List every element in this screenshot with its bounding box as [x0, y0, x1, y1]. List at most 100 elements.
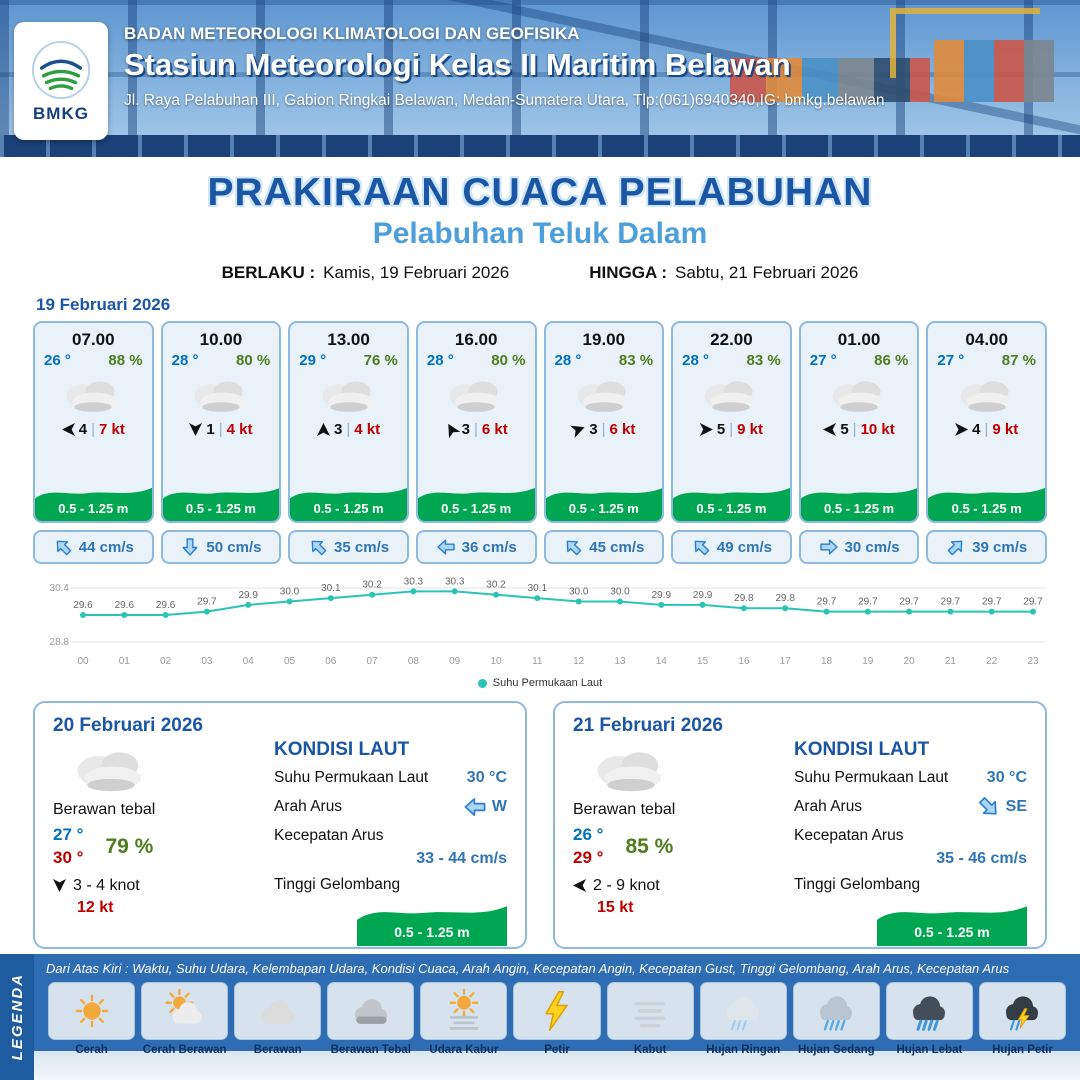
svg-text:30.4: 30.4 — [50, 583, 70, 594]
container-stack — [934, 40, 1054, 102]
sst-label: Suhu Permukaan Laut — [794, 769, 949, 786]
wave-height-badge: 0.5 - 1.25 m — [877, 896, 1027, 946]
svg-text:30.0: 30.0 — [610, 587, 630, 598]
current-speed-badge: 50 cm/s — [160, 530, 282, 564]
current-speed-value: 33 - 44 cm/s — [416, 850, 507, 867]
weather-icon — [314, 371, 384, 419]
sea-conditions-heading: KONDISI LAUT — [274, 739, 410, 760]
svg-text:29.9: 29.9 — [693, 590, 713, 601]
current-direction-icon — [56, 540, 72, 556]
svg-text:30.0: 30.0 — [280, 587, 300, 598]
hour-label: 10.00 — [199, 330, 243, 349]
hourly-card: 19.00 28 ° 83 % 3 | 6 kt 0.5 - 1.25 m — [543, 321, 665, 523]
legend-item: Udara Kabur — [420, 982, 508, 1056]
sst-row: Suhu Permukaan Laut 30 °C — [794, 769, 1027, 787]
fog-icon — [634, 1001, 666, 1028]
wind-gust: 12 kt — [77, 898, 114, 916]
rain-light-icon — [727, 996, 760, 1031]
temp-min: 26 ° — [573, 825, 604, 844]
legend-tile — [48, 982, 136, 1040]
legend-title-text: LEGENDA — [8, 973, 26, 1061]
sst-value: 30 °C — [466, 769, 507, 786]
current-speed: 35 cm/s — [334, 538, 390, 556]
legend-main: Dari Atas Kiri : Waktu, Suhu Udara, Kele… — [34, 954, 1080, 1056]
humidity: 86 % — [874, 352, 909, 369]
wave-icon — [800, 487, 918, 521]
separator: | — [346, 421, 351, 438]
humidity: 87 % — [1001, 352, 1036, 369]
wave-height: 0.5 - 1.25 m — [394, 924, 470, 940]
hour-label: 07.00 — [72, 330, 115, 349]
wave-label: Tinggi Gelombang — [274, 876, 401, 893]
wind-speed: 1 — [206, 421, 215, 438]
hourly-forecast: 01.00 27 ° 86 % 5 | 10 kt 0.5 - 1.25 m 3… — [798, 321, 920, 564]
hourly-forecast: 07.00 26 ° 88 % 4 | 7 kt 0.5 - 1.25 m 44… — [33, 321, 154, 564]
temp-humidity-row: 27 ° 87 % — [928, 350, 1045, 369]
legend-label: Udara Kabur — [429, 1044, 499, 1056]
hour-label: 22.00 — [710, 330, 753, 349]
weather-icon — [569, 371, 639, 419]
wave-height: 0.5 - 1.25 m — [568, 501, 639, 516]
sst-row: Suhu Permukaan Laut 30 °C — [274, 769, 507, 787]
humidity: 85 % — [625, 834, 674, 858]
sea-conditions: KONDISI LAUT Suhu Permukaan Laut 30 °C A… — [788, 739, 1027, 946]
temperature: 28 ° — [171, 352, 199, 369]
crane-silhouette — [890, 8, 1040, 78]
current-direction-icon — [436, 539, 455, 555]
wave-icon — [673, 487, 790, 521]
temperature: 29 ° — [299, 352, 327, 369]
day-card-body: Berawan tebal 27 ° 30 ° 79 % 3 - 4 knot … — [53, 739, 507, 946]
current-speed-badge: 36 cm/s — [415, 530, 537, 564]
temp-humidity-row: 28 ° 83 % — [546, 350, 663, 369]
current-speed-badge: 39 cm/s — [926, 530, 1047, 564]
wind-gust: 10 kt — [860, 421, 895, 438]
current-speed-value: 35 - 46 cm/s — [936, 850, 1027, 867]
cloud-icon — [832, 381, 883, 412]
svg-text:03: 03 — [201, 656, 213, 667]
legend-band: LEGENDA Dari Atas Kiri : Waktu, Suhu Uda… — [0, 954, 1080, 1080]
separator: | — [91, 421, 95, 438]
legend-title: LEGENDA — [0, 954, 34, 1080]
hour-label: 16.00 — [454, 330, 498, 349]
wind-row: 5 | 9 kt — [699, 421, 763, 438]
bmkg-logo-icon — [31, 40, 91, 99]
current-direction-icon — [566, 540, 582, 556]
svg-text:29.6: 29.6 — [156, 600, 176, 611]
wave-label: Tinggi Gelombang — [794, 876, 921, 893]
svg-text:30.1: 30.1 — [528, 583, 548, 594]
legend-items: Cerah Cerah Berawan Berawan Berawan Teba… — [46, 982, 1068, 1056]
forecast-date: 19 Februari 2026 — [36, 295, 171, 314]
legend-tile — [699, 982, 787, 1040]
cloud-icon — [705, 381, 756, 412]
weather-icon — [186, 371, 256, 419]
bmkg-logo-text: BMKG — [33, 103, 89, 123]
wind-row: 4 | 7 kt — [62, 421, 125, 438]
wave-height-badge: 0.5 - 1.25 m — [800, 479, 918, 521]
svg-text:29.7: 29.7 — [1023, 597, 1043, 608]
svg-text:29.6: 29.6 — [73, 600, 93, 611]
current-dir-row: Arah Arus W — [274, 795, 507, 819]
wind-direction-icon — [62, 423, 75, 436]
hourly-forecast: 13.00 29 ° 76 % 3 | 4 kt 0.5 - 1.25 m 35… — [288, 321, 409, 564]
berlaku-value: Kamis, 19 Februari 2026 — [323, 263, 510, 282]
current-dir-text: SE — [1005, 798, 1027, 815]
current-direction-icon — [311, 540, 327, 556]
current-dir-label: Arah Arus — [794, 798, 863, 815]
current-dir-row: Arah Arus SE — [794, 795, 1027, 819]
hourly-forecast: 10.00 28 ° 80 % 1 | 4 kt 0.5 - 1.25 m 50… — [160, 321, 282, 564]
day-card: 20 Februari 2026 Berawan tebal 27 ° 30 °… — [33, 701, 527, 949]
current-speed-row: Kecepatan Arus — [794, 827, 1027, 845]
wind-range: 3 - 4 knot — [73, 876, 140, 894]
day-weather-summary: Berawan tebal 26 ° 29 ° 85 % 2 - 9 knot … — [573, 739, 788, 946]
svg-text:16: 16 — [738, 656, 750, 667]
wind-direction-icon — [573, 879, 586, 892]
wave-height-badge: 0.5 - 1.25 m — [417, 479, 535, 521]
hourly-card: 16.00 28 ° 80 % 3 | 6 kt 0.5 - 1.25 m — [415, 321, 537, 523]
svg-text:15: 15 — [697, 656, 709, 667]
wave-height: 0.5 - 1.25 m — [824, 501, 895, 516]
current-speed: 45 cm/s — [589, 538, 645, 556]
wind-gust: 4 kt — [354, 421, 381, 438]
svg-text:22: 22 — [986, 656, 998, 667]
current-speed: 49 cm/s — [716, 538, 772, 556]
